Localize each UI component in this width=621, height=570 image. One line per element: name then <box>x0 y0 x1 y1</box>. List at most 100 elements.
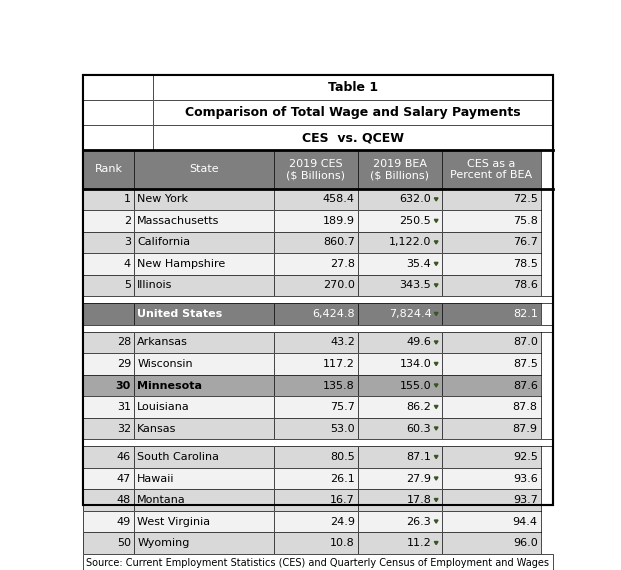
Text: 87.0: 87.0 <box>513 337 538 348</box>
Bar <box>358 253 442 275</box>
Bar <box>83 374 134 396</box>
Bar <box>134 446 273 468</box>
Text: 10.8: 10.8 <box>330 538 355 548</box>
Bar <box>442 231 541 253</box>
Text: Illinois: Illinois <box>137 280 173 291</box>
Text: 46: 46 <box>117 452 131 462</box>
Bar <box>273 468 358 489</box>
Bar <box>83 100 153 125</box>
Text: Minnesota: Minnesota <box>137 381 202 390</box>
Polygon shape <box>434 198 438 201</box>
Bar <box>83 150 134 189</box>
Bar <box>358 275 442 296</box>
Polygon shape <box>434 477 438 480</box>
Bar <box>442 396 541 418</box>
Bar <box>134 353 273 374</box>
Bar <box>442 489 541 511</box>
Bar <box>358 418 442 439</box>
Text: 189.9: 189.9 <box>323 216 355 226</box>
Bar <box>83 332 134 353</box>
Bar <box>83 231 134 253</box>
Bar <box>134 231 273 253</box>
Bar <box>83 296 553 303</box>
Polygon shape <box>434 427 438 430</box>
Bar <box>442 303 541 325</box>
Bar <box>83 532 134 554</box>
Bar <box>83 439 553 446</box>
Bar <box>83 75 153 100</box>
Text: 5: 5 <box>124 280 131 291</box>
Text: 632.0: 632.0 <box>399 194 432 205</box>
Text: 43.2: 43.2 <box>330 337 355 348</box>
Bar <box>442 418 541 439</box>
Bar <box>273 396 358 418</box>
Text: CES  vs. QCEW: CES vs. QCEW <box>302 131 404 144</box>
Bar <box>273 189 358 210</box>
Polygon shape <box>434 262 438 266</box>
Bar <box>134 468 273 489</box>
Bar <box>358 396 442 418</box>
Bar <box>358 468 442 489</box>
Bar <box>134 353 273 374</box>
Bar <box>273 303 358 325</box>
Polygon shape <box>434 312 438 316</box>
Text: 28: 28 <box>117 337 131 348</box>
Bar <box>83 253 134 275</box>
Bar <box>83 489 134 511</box>
Text: 250.5: 250.5 <box>399 216 432 226</box>
Text: New York: New York <box>137 194 188 205</box>
Bar <box>83 511 134 532</box>
Bar <box>273 253 358 275</box>
Bar <box>442 489 541 511</box>
Bar <box>134 532 273 554</box>
Polygon shape <box>434 219 438 222</box>
Bar <box>83 303 134 325</box>
Text: 82.1: 82.1 <box>513 309 538 319</box>
Bar <box>83 418 134 439</box>
Bar <box>358 332 442 353</box>
Text: West Virginia: West Virginia <box>137 516 211 527</box>
Bar <box>358 231 442 253</box>
Text: Montana: Montana <box>137 495 186 505</box>
Text: Kansas: Kansas <box>137 424 177 434</box>
Text: 31: 31 <box>117 402 131 412</box>
Bar <box>134 231 273 253</box>
Bar <box>273 511 358 532</box>
Bar <box>273 332 358 353</box>
Bar <box>358 210 442 231</box>
Bar <box>442 532 541 554</box>
Bar <box>442 332 541 353</box>
Polygon shape <box>434 241 438 244</box>
Bar <box>134 489 273 511</box>
Bar <box>83 125 153 150</box>
Text: 2019 BEA
($ Billions): 2019 BEA ($ Billions) <box>370 158 429 180</box>
Text: 16.7: 16.7 <box>330 495 355 505</box>
Bar <box>442 418 541 439</box>
Text: 155.0: 155.0 <box>400 381 432 390</box>
Text: 30: 30 <box>116 381 131 390</box>
Bar <box>442 189 541 210</box>
Bar <box>273 353 358 374</box>
Bar <box>442 253 541 275</box>
Bar <box>134 396 273 418</box>
Polygon shape <box>434 363 438 365</box>
Text: 117.2: 117.2 <box>323 359 355 369</box>
Bar <box>358 532 442 554</box>
Bar <box>83 374 134 396</box>
Text: 48: 48 <box>117 495 131 505</box>
Bar <box>83 468 134 489</box>
Bar <box>358 511 442 532</box>
Text: 4: 4 <box>124 259 131 269</box>
Bar <box>134 446 273 468</box>
Bar <box>358 353 442 374</box>
Polygon shape <box>434 455 438 459</box>
Text: Wisconsin: Wisconsin <box>137 359 193 369</box>
Bar <box>83 303 134 325</box>
Bar <box>358 532 442 554</box>
Bar <box>358 446 442 468</box>
Bar <box>134 303 273 325</box>
Text: State: State <box>189 164 219 174</box>
Bar <box>134 511 273 532</box>
Bar <box>83 210 134 231</box>
Text: Comparison of Total Wage and Salary Payments: Comparison of Total Wage and Salary Paym… <box>185 106 521 119</box>
